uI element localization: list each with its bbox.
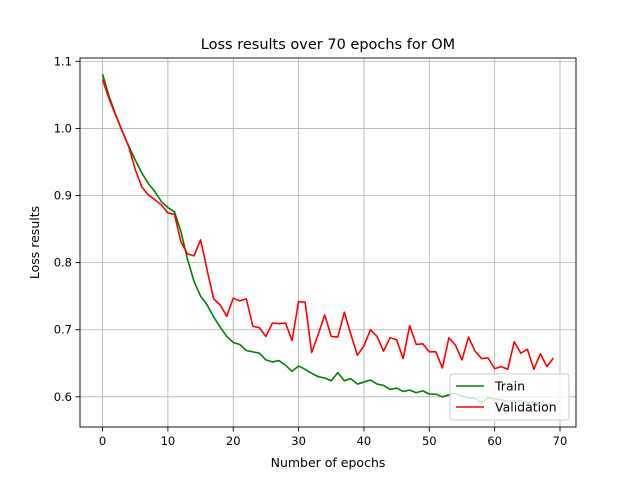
y-tick-label: 0.9	[54, 189, 72, 203]
x-tick-label: 20	[226, 434, 241, 448]
y-tick-label: 0.6	[54, 390, 72, 404]
series-line-validation	[101, 79, 555, 371]
y-tick-label: 1.0	[54, 121, 72, 135]
x-tick-label: 40	[357, 434, 372, 448]
x-tick-label: 10	[161, 434, 176, 448]
legend: Train Validation	[449, 373, 570, 421]
legend-label-validation: Validation	[495, 400, 557, 415]
x-tick-label: 70	[553, 434, 568, 448]
x-axis-label: Number of epochs	[271, 455, 386, 470]
x-tick-label: 50	[422, 434, 437, 448]
y-axis-label: Loss results	[27, 206, 42, 279]
x-tick-label: 60	[487, 434, 502, 448]
y-tick-label: 0.7	[54, 323, 72, 337]
x-axis-ticks: 0 10 20 30 40 50 60 70	[99, 427, 567, 448]
y-axis-ticks: 0.6 0.7 0.8 0.9 1.0 1.1	[54, 54, 80, 404]
grid-lines	[80, 58, 576, 427]
x-tick-label: 30	[291, 434, 306, 448]
y-tick-label: 0.8	[54, 256, 72, 270]
y-tick-label: 1.1	[54, 54, 72, 68]
legend-label-train: Train	[494, 379, 525, 394]
plot-area-frame	[79, 57, 577, 428]
chart-title: Loss results over 70 epochs for OM	[201, 37, 455, 53]
x-tick-label: 0	[99, 434, 106, 448]
